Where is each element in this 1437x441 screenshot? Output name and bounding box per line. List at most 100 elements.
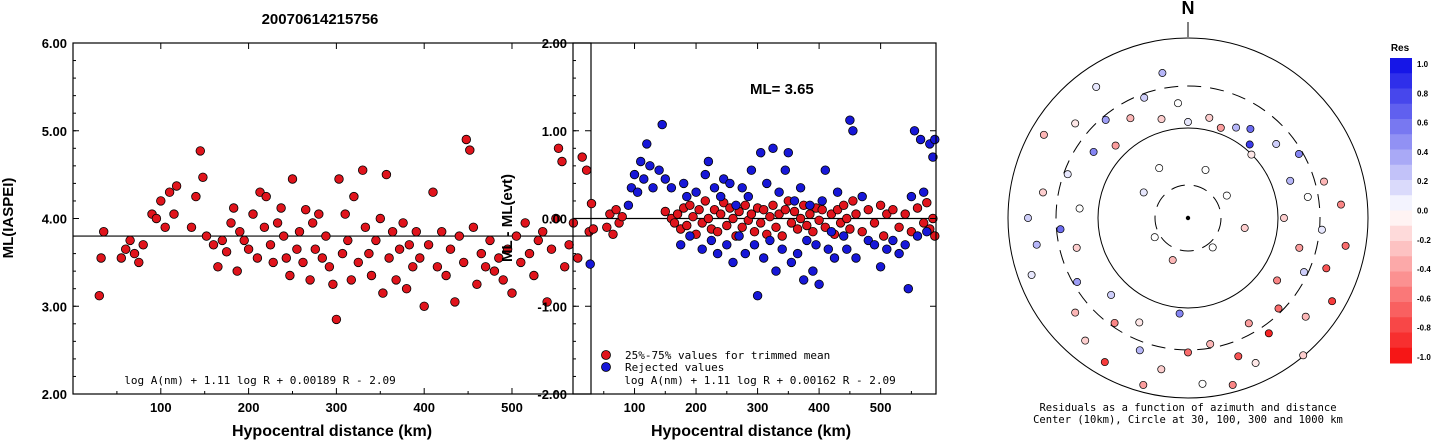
residual-point-red (875, 200, 886, 211)
residual-point-blue (817, 196, 827, 206)
ml-point-red (160, 222, 170, 233)
ml-point-red (221, 247, 232, 257)
colorbar-tick-label: -0.4 (1417, 265, 1431, 274)
ml-point-red (401, 284, 412, 294)
azimuth-point (1280, 214, 1288, 222)
ml-point-red (432, 262, 443, 272)
residual-point-blue (740, 248, 751, 259)
azimuth-point (1205, 113, 1214, 122)
residual-point-red (922, 197, 932, 208)
residual-point-blue (875, 262, 886, 272)
azimuth-point (1341, 241, 1350, 250)
residual-y-tick-label: -1.00 (537, 299, 567, 314)
residual-point-red (728, 213, 738, 224)
ml-point-red (459, 257, 469, 268)
azimuth-point (1027, 270, 1036, 279)
residual-vs-distance-panel: 100 200 300 400 500 -2.00 -1.00 0.00 1.00 2.00 ML… (499, 36, 940, 440)
residual-point-blue (636, 156, 646, 167)
azimuth-point (1081, 336, 1090, 345)
colorbar-cell (1390, 317, 1412, 333)
ml-point-red (533, 235, 544, 246)
azimuth-point (1234, 352, 1243, 361)
residual-point-blue (712, 248, 723, 259)
residual-point-red (672, 209, 683, 219)
colorbar-cells (1390, 58, 1412, 364)
residual-point-red (660, 206, 671, 217)
ml-point-red (353, 257, 364, 268)
residual-point-red (586, 198, 597, 209)
azimuth-point (1201, 165, 1210, 174)
azimuth-point (1071, 308, 1080, 317)
residual-point-blue (823, 244, 834, 254)
colorbar-cell (1390, 286, 1412, 303)
ml-point-red (378, 288, 388, 298)
azimuth-point (1301, 312, 1310, 321)
colorbar-tick-label: 0.0 (1417, 207, 1429, 216)
ml-point-red (281, 253, 292, 263)
residual-point-blue (903, 284, 914, 294)
polar-caption-line-1: Residuals as a function of azimuth and d… (1039, 402, 1336, 414)
residual-point-blue (829, 253, 840, 263)
ml-point-red (516, 257, 526, 268)
residual-point-red (749, 226, 760, 237)
residual-point-red (722, 220, 732, 231)
ml-point-red (259, 222, 270, 233)
residual-point-blue (848, 126, 858, 136)
ml-point-red (507, 288, 517, 298)
azimuth-point (1294, 150, 1303, 158)
residual-y-tick-label: 1.00 (542, 124, 567, 139)
residual-point-blue (697, 244, 707, 254)
ml-point-red (125, 235, 135, 246)
azimuth-point (1175, 309, 1184, 318)
azimuth-point (1244, 319, 1253, 328)
residual-point-red (669, 218, 680, 228)
ml-point-red (310, 244, 321, 254)
ml-point-red (398, 218, 408, 228)
ml-axis-ticks: 100 200 300 400 500 2.00 3.00 4.00 5.00 6.00 (42, 36, 591, 415)
residual-point-blue (585, 259, 595, 269)
azimuth-point (1264, 329, 1273, 338)
ml-point-red (340, 209, 350, 219)
azimuth-point (1320, 177, 1328, 186)
ml-x-tick-label: 300 (326, 400, 348, 415)
residual-point-blue (746, 165, 757, 175)
azimuth-point (1101, 115, 1110, 124)
residual-point-blue (691, 187, 701, 197)
azimuth-point (1111, 141, 1120, 150)
ml-point-red (428, 187, 438, 197)
azimuth-point (1184, 348, 1192, 357)
ml-point-red (346, 275, 357, 285)
residual-point-blue (765, 235, 775, 246)
ml-point-red (191, 191, 201, 202)
colorbar-cell (1390, 225, 1412, 242)
colorbar-cell (1390, 73, 1412, 89)
residual-point-blue (882, 244, 892, 254)
residual-point-red (879, 231, 889, 241)
residual-point-red (703, 213, 714, 224)
ml-point-red (324, 262, 335, 272)
residual-point-blue (795, 183, 806, 193)
residual-point-red (716, 209, 726, 219)
ml-point-red (276, 203, 286, 213)
ml-point-red (546, 244, 557, 254)
azimuth-point (1135, 318, 1144, 327)
ml-point-red (171, 181, 182, 191)
ml-point-red (217, 235, 228, 246)
ml-x-tick-label: 200 (238, 400, 260, 415)
ml-point-red (557, 156, 567, 167)
ml-point-red (301, 204, 311, 215)
ml-point-red (331, 314, 342, 325)
ring-30km (1154, 184, 1222, 252)
ml-point-red (553, 143, 564, 154)
residual-point-blue (888, 235, 898, 246)
ml-point-red (384, 253, 394, 263)
ml-point-red (232, 266, 242, 276)
residual-point-red (746, 209, 757, 219)
ml-point-red (317, 253, 328, 263)
ml-point-red (208, 240, 219, 250)
residual-formula: log A(nm) + 1.11 log R + 0.00162 R - 2.0… (624, 374, 896, 387)
ml-point-red (472, 279, 482, 290)
azimuth-point (1107, 290, 1116, 299)
ml-point-red (461, 134, 472, 145)
ml-point-red (328, 279, 338, 290)
